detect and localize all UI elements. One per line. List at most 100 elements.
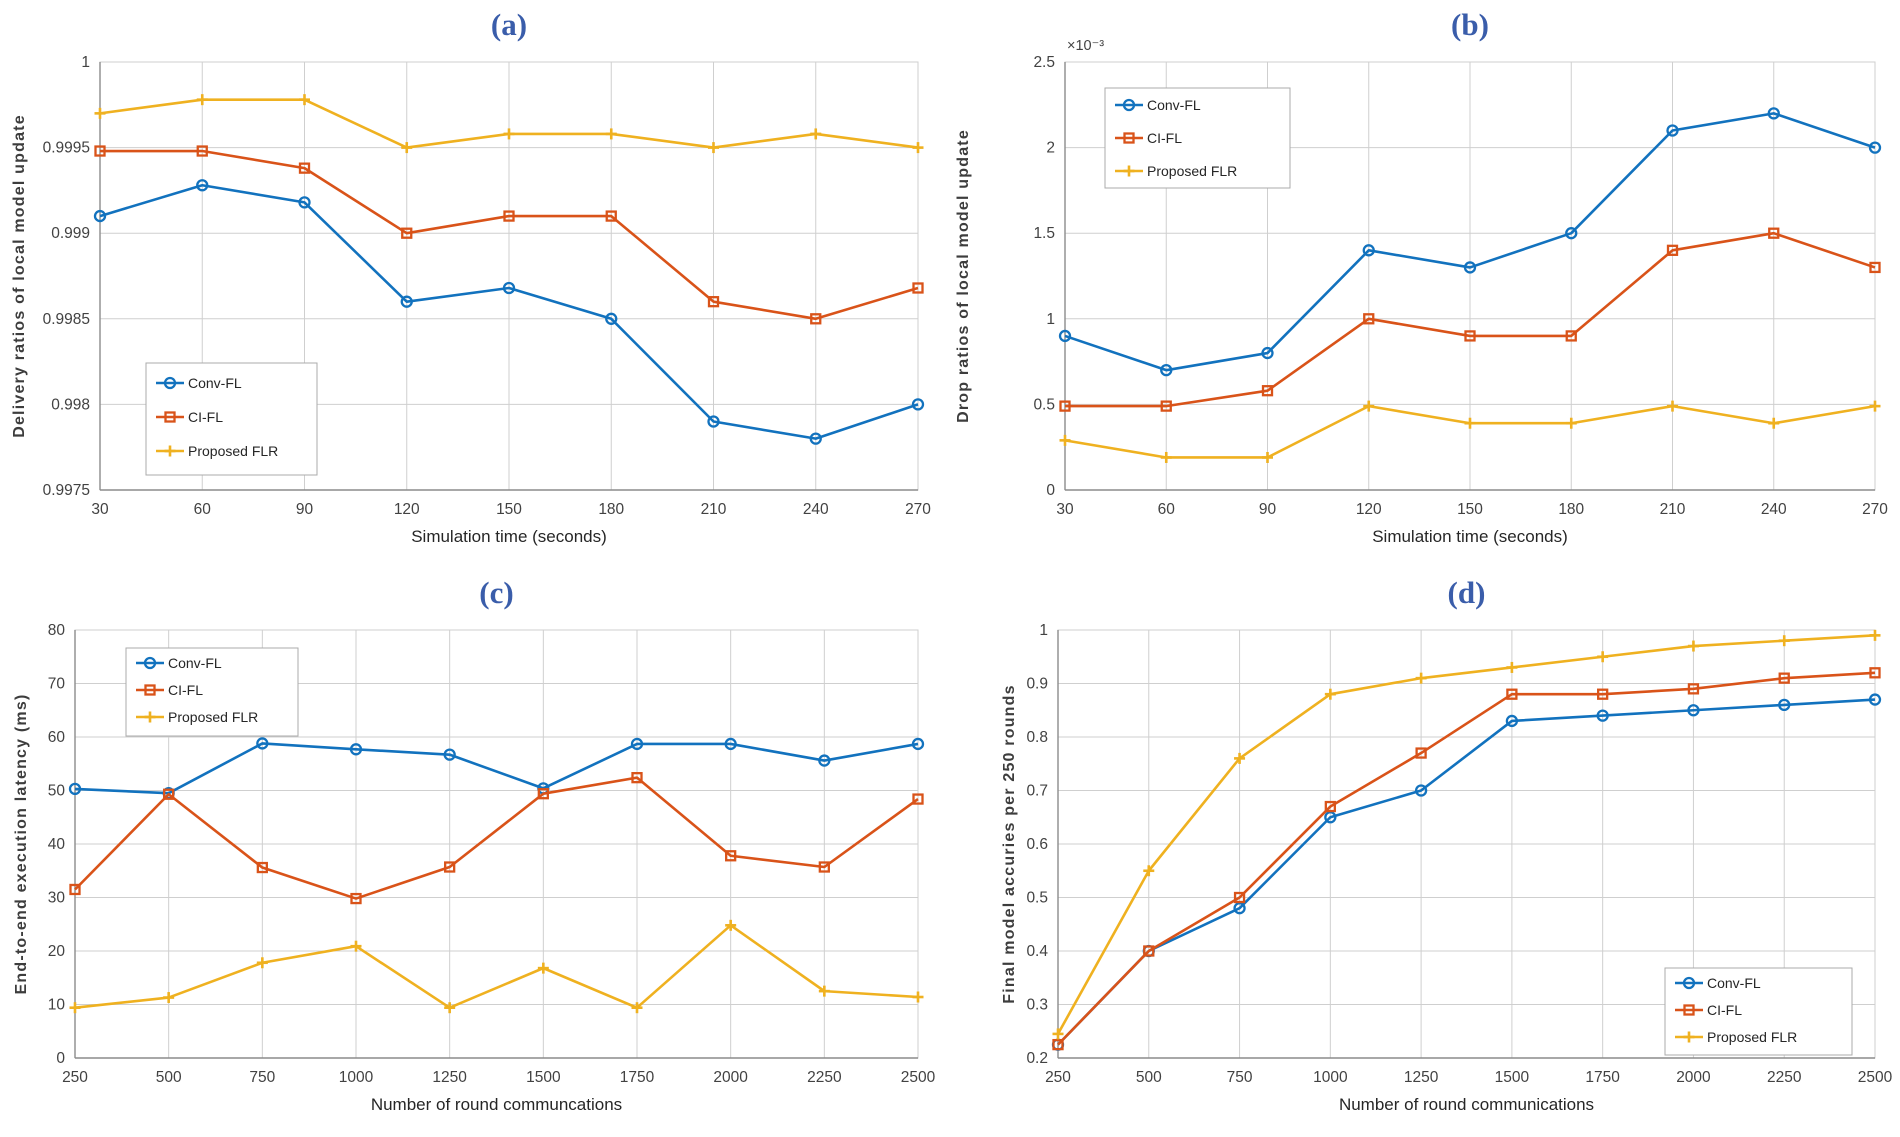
- data-point-marker: [256, 737, 269, 750]
- legend-label: Proposed FLR: [188, 443, 278, 459]
- data-point-marker: [912, 282, 924, 294]
- y-tick-label: 30: [48, 890, 66, 907]
- x-tick-label: 2000: [713, 1069, 748, 1086]
- chart-b: 0 0.5 1 1.5 2 2.5 30 60 90 120 150 180 210 240 270 ×10⁻…: [955, 7, 1888, 546]
- y-tick-label: 2: [1046, 140, 1055, 157]
- x-tick-label: 2250: [807, 1069, 842, 1086]
- data-point-marker: [163, 788, 175, 800]
- data-point-marker: [818, 861, 830, 873]
- panel-title: (b): [1451, 7, 1489, 42]
- x-tick-label: 750: [1227, 1069, 1253, 1086]
- x-tick-labels: 250 500 750 1000 1250 1500 1750 2000 2250 2500: [62, 1069, 936, 1086]
- legend-item-conv-fl: Conv-FL: [1675, 975, 1761, 991]
- x-tick-label: 1250: [432, 1069, 467, 1086]
- data-point-marker: [443, 748, 456, 761]
- y-tick-label: 40: [48, 836, 66, 853]
- series-line: [74, 742, 919, 795]
- y-axis-label: Drop ratios of local model update: [955, 129, 972, 423]
- x-tick-labels: 30 60 90 120 150 180 210 240 270: [1056, 501, 1888, 518]
- data-point-marker: [810, 313, 822, 325]
- data-point-marker: [1596, 709, 1609, 722]
- data-point-marker: [1059, 400, 1071, 412]
- series-ci-fl: [1052, 667, 1881, 1051]
- x-tick-label: 120: [394, 501, 420, 518]
- panel-title: (a): [491, 7, 527, 42]
- panel-c: 0 10 20 30 40 50 60 70 80 250 500 750 1000 1250 1500 17…: [0, 568, 950, 1137]
- series-line: [74, 924, 919, 1010]
- legend-marker: [143, 656, 157, 670]
- legend-marker: [1682, 976, 1696, 990]
- data-point-marker: [196, 145, 208, 157]
- data-point-marker: [1052, 1038, 1064, 1051]
- series-conv-fl: [1058, 107, 1882, 377]
- legend-item-proposed-flr: Proposed FLR: [1675, 1029, 1797, 1045]
- data-point-marker: [1565, 227, 1578, 240]
- series-conv-fl: [93, 179, 925, 445]
- y-tick-label: 1: [1046, 311, 1055, 328]
- series-line: [1064, 112, 1876, 372]
- data-point-marker: [1869, 667, 1881, 679]
- legend-item-conv-fl: Conv-FL: [136, 655, 222, 671]
- chart-c: 0 10 20 30 40 50 60 70 80 250 500 750 1000 1250 1500 17…: [13, 575, 936, 1114]
- data-point-marker: [631, 772, 643, 784]
- y-tick-label: 0.9: [1026, 676, 1048, 693]
- series-line: [74, 776, 919, 900]
- x-tick-label: 90: [1259, 501, 1277, 518]
- data-point-marker: [350, 892, 362, 905]
- x-tick-label: 1750: [620, 1069, 655, 1086]
- data-point-marker: [1506, 688, 1518, 700]
- data-point-marker: [707, 296, 720, 308]
- y-tick-label: 0.3: [1026, 997, 1048, 1014]
- y-tick-labels: 0 0.5 1 1.5 2 2.5: [1033, 54, 1055, 499]
- data-point-marker: [1324, 800, 1336, 813]
- y-tick-label: 50: [48, 783, 66, 800]
- data-point-marker: [1768, 227, 1780, 239]
- legend-label: Proposed FLR: [168, 709, 258, 725]
- panel-title: (d): [1448, 575, 1486, 610]
- y-tick-label: 0.9975: [43, 482, 90, 499]
- data-point-marker: [1464, 330, 1476, 342]
- y-tick-label: 1.5: [1033, 225, 1055, 242]
- y-tick-labels: 0.2 0.3 0.4 0.5 0.6 0.7 0.8 0.9 1: [1026, 622, 1048, 1067]
- legend-item-ci-fl: CI-FL: [1675, 1002, 1742, 1018]
- y-tick-label: 0.998: [51, 396, 90, 413]
- data-point-marker: [400, 295, 413, 308]
- data-point-marker: [1463, 261, 1477, 274]
- data-point-marker: [1233, 891, 1246, 904]
- data-point-marker: [1666, 244, 1679, 256]
- x-tick-label: 1500: [526, 1069, 561, 1086]
- x-tick-label: 180: [1558, 501, 1584, 518]
- panel-a: 0.9975 0.998 0.9985 0.999 0.9995 1 30 60 90 120 15…: [0, 0, 950, 568]
- data-point-marker: [912, 793, 924, 805]
- legend-label: Conv-FL: [168, 655, 222, 671]
- legend-label: Conv-FL: [188, 375, 242, 391]
- data-point-marker: [911, 398, 925, 411]
- series-line: [100, 149, 919, 321]
- y-tick-label: 80: [48, 622, 66, 639]
- legend-item-proposed-flr: Proposed FLR: [1115, 163, 1237, 179]
- legend-marker: [1123, 132, 1135, 144]
- x-tick-label: 2500: [901, 1069, 936, 1086]
- x-tick-label: 240: [803, 501, 829, 518]
- legend-item-ci-fl: CI-FL: [156, 409, 223, 425]
- y-tick-label: 0.6: [1026, 836, 1048, 853]
- x-tick-label: 120: [1356, 501, 1382, 518]
- data-point-marker: [1414, 784, 1428, 797]
- x-tick-label: 1500: [1495, 1069, 1530, 1086]
- data-point-marker: [605, 210, 617, 222]
- panel-b: 0 0.5 1 1.5 2 2.5 30 60 90 120 150 180 210 240 270 ×10⁻…: [950, 0, 1900, 568]
- series-proposed-flr: [1059, 400, 1881, 463]
- y-tick-label: 0: [1046, 482, 1055, 499]
- x-axis-label: Simulation time (seconds): [1372, 527, 1568, 546]
- data-point-marker: [1868, 693, 1882, 706]
- data-point-marker: [1143, 945, 1155, 957]
- y-tick-label: 0.5: [1033, 396, 1055, 413]
- data-point-marker: [256, 861, 268, 874]
- y-tick-label: 10: [48, 997, 66, 1014]
- x-tick-label: 180: [598, 501, 624, 518]
- series-line: [99, 183, 919, 440]
- x-tick-label: 500: [1136, 1069, 1162, 1086]
- x-tick-label: 240: [1761, 501, 1787, 518]
- y-tick-labels: 0 10 20 30 40 50 60 70 80: [48, 622, 66, 1067]
